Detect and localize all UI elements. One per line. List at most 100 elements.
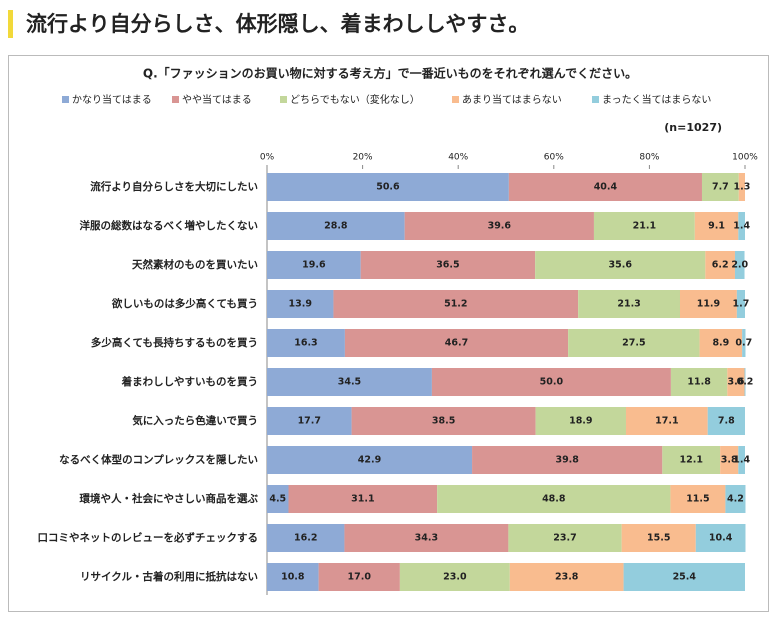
bar-segment [670,368,728,396]
legend-swatch [280,96,287,103]
x-tick-label: 40% [448,153,468,163]
bar-segment [744,368,746,396]
value-label: 48.8 [542,494,566,505]
bar-segment [472,446,663,474]
value-label: 7.8 [718,416,735,427]
bar-segment [267,329,345,357]
value-label: 0.7 [735,338,752,349]
value-label: 17.0 [348,572,372,583]
value-label: 10.4 [709,533,733,544]
value-label: 42.9 [358,455,381,466]
value-label: 10.8 [281,572,305,583]
bar-segment [695,524,746,552]
value-label: 34.5 [338,377,361,388]
value-label: 8.9 [712,338,729,349]
value-label: 39.6 [488,221,512,232]
value-label: 4.5 [269,494,286,505]
bar-segment [578,290,680,318]
x-tick-label: 100% [732,153,758,163]
bar-segment [679,290,737,318]
value-label: 35.6 [609,260,633,271]
x-tick-label: 80% [639,153,659,163]
value-label: 7.7 [712,182,729,193]
bar-segment [736,290,745,318]
bar-segment [267,290,334,318]
value-label: 11.8 [687,377,711,388]
value-label: 28.8 [324,221,348,232]
category-label: 気に入ったら色違いで買う [131,414,258,427]
value-label: 46.7 [445,338,468,349]
bar-segment [662,446,721,474]
bar-segment [625,407,708,435]
bar-segment [351,407,536,435]
bar-segment [267,446,473,474]
bar-segment [738,446,745,474]
value-label: 17.7 [298,416,321,427]
bar-segment [725,485,746,513]
page-title: 流行より自分らしさ、体形隠し、着まわししやすさ。 [26,12,529,36]
bar-segment [707,407,745,435]
value-label: 34.3 [415,533,438,544]
bar-segment [535,407,626,435]
value-label: 1.4 [733,221,750,232]
value-label: 3.8 [721,455,738,466]
heading-accent [8,10,13,38]
value-label: 38.5 [432,416,455,427]
bar-segment [623,563,745,591]
value-label: 13.9 [288,299,311,310]
value-label: 50.6 [376,182,400,193]
value-label: 3.6 [727,377,744,388]
value-label: 23.8 [555,572,579,583]
value-label: 50.0 [540,377,564,388]
x-tick-label: 0% [260,153,275,163]
category-label: リサイクル・古着の利用に抵抗はない [80,570,258,583]
bar-segment [267,212,405,240]
value-label: 21.1 [633,221,656,232]
legend-label: やや当てはまる [182,93,252,106]
bar-segment [267,368,432,396]
category-label: 着まわししやすいものを買う [121,375,258,388]
value-label: 12.1 [679,455,702,466]
value-label: 51.2 [444,299,467,310]
sample-size: (n=1027) [664,121,722,134]
bar-segment [267,407,352,435]
value-label: 36.5 [436,260,459,271]
bar-segment [437,485,671,513]
value-label: 40.4 [594,182,618,193]
bar-segment [360,251,536,279]
legend-label: かなり当てはまる [72,93,152,106]
value-label: 11.5 [686,494,709,505]
legend-label: どちらでもない（変化なし） [290,93,420,106]
bar-segment [621,524,696,552]
category-label: 流行より自分らしさを大切にしたい [90,180,258,193]
bar-segment [318,563,400,591]
bar-segment [509,563,624,591]
legend-swatch [452,96,459,103]
bar-segment [670,485,726,513]
value-label: 17.1 [655,416,678,427]
bar-segment [705,251,735,279]
bar-segment [267,485,289,513]
value-label: 0.2 [737,377,754,388]
category-label: なるべく体型のコンプレックスを隠したい [59,453,258,466]
category-label: 環境や人・社会にやさしい商品を選ぶ [80,492,259,505]
bar-segment [535,251,706,279]
bar-segment [699,329,743,357]
value-label: 39.8 [555,455,579,466]
x-tick-label: 60% [544,153,564,163]
value-label: 1.7 [733,299,750,310]
category-label: 多少高くても長持ちするものを買う [91,336,258,349]
value-label: 27.5 [622,338,645,349]
bar-segment [738,212,745,240]
value-label: 15.5 [647,533,670,544]
category-label: 天然素材のものを買いたい [132,258,258,271]
category-label: 欲しいものは多少高くても買う [111,297,258,310]
category-label: 洋服の総数はなるべく増やしたくない [80,219,259,232]
bar-segment [333,290,579,318]
value-label: 21.3 [617,299,640,310]
value-label: 31.1 [351,494,374,505]
bar-segment [593,212,695,240]
bar-segment [399,563,510,591]
legend-swatch [62,96,69,103]
